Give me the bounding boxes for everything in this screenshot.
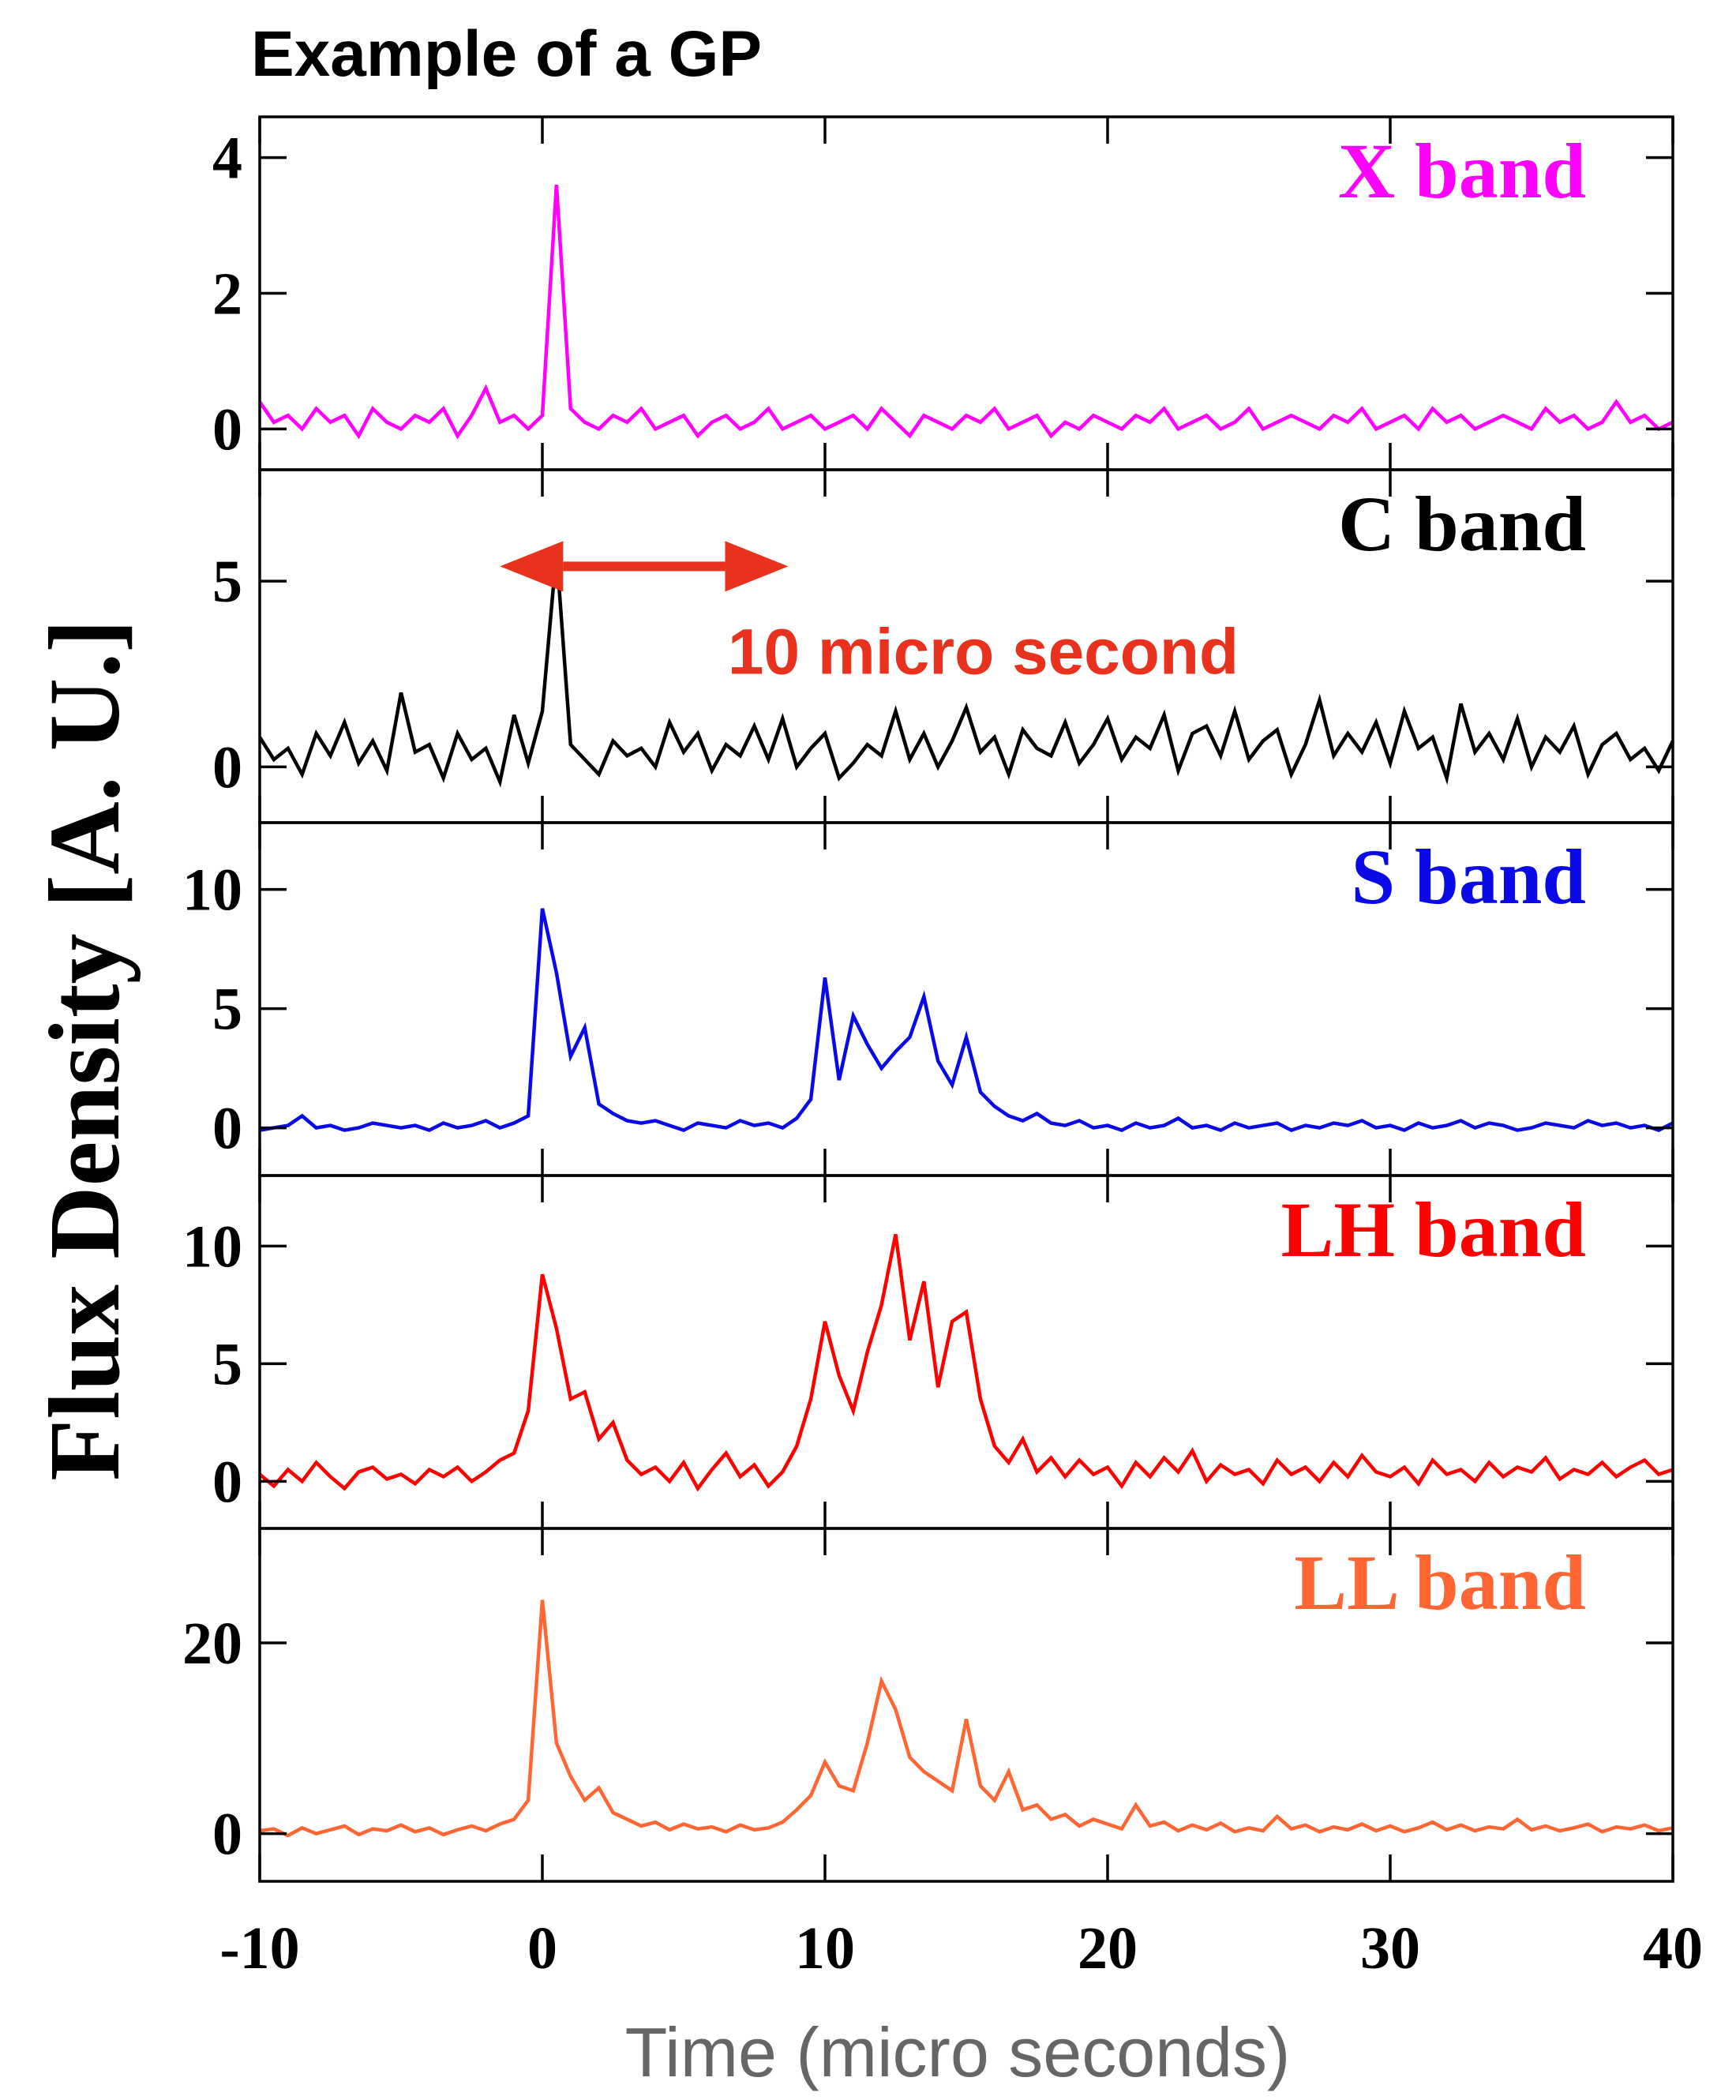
panel-label: LH band — [1281, 1186, 1586, 1273]
annotation-text: 10 micro second — [728, 617, 1239, 688]
y-tick-label: 4 — [212, 126, 242, 192]
arrow-head — [500, 541, 564, 592]
y-tick-label: 5 — [212, 977, 242, 1043]
x-tick-label: 40 — [1643, 1915, 1703, 1982]
y-tick-label: 5 — [212, 1331, 242, 1397]
panel-label: X band — [1338, 127, 1586, 215]
y-tick-label: 0 — [212, 1096, 242, 1162]
y-tick-label: 10 — [182, 1213, 242, 1280]
chart-title: Example of a GP — [251, 18, 762, 90]
y-tick-label: 2 — [212, 261, 242, 328]
y-tick-label: 10 — [182, 857, 242, 924]
x-tick-label: 20 — [1078, 1915, 1138, 1982]
y-tick-label: 0 — [212, 1802, 242, 1868]
x-tick-label: 0 — [527, 1915, 557, 1982]
data-line — [259, 1599, 1674, 1838]
panel-label: LL band — [1294, 1539, 1586, 1626]
data-line — [258, 551, 1675, 788]
x-tick-label: -10 — [219, 1915, 299, 1982]
data-line — [259, 908, 1674, 1133]
panel-label: S band — [1352, 833, 1586, 921]
y-tick-label: 0 — [212, 396, 242, 463]
data-line — [258, 184, 1674, 440]
x-tick-label: 10 — [795, 1915, 855, 1982]
x-tick-label: 30 — [1360, 1915, 1420, 1982]
y-tick-label: 0 — [212, 734, 242, 801]
x-axis-label: Time (micro seconds) — [625, 2013, 1291, 2091]
y-tick-label: 20 — [182, 1611, 242, 1677]
y-axis-label: Flux Density [A. U.] — [28, 619, 141, 1481]
arrow-head — [725, 541, 789, 592]
plot-frame — [258, 1527, 1674, 1883]
data-line — [258, 1234, 1674, 1492]
panel-label: C band — [1338, 480, 1586, 568]
y-tick-label: 0 — [212, 1449, 242, 1515]
y-tick-label: 5 — [212, 549, 242, 615]
